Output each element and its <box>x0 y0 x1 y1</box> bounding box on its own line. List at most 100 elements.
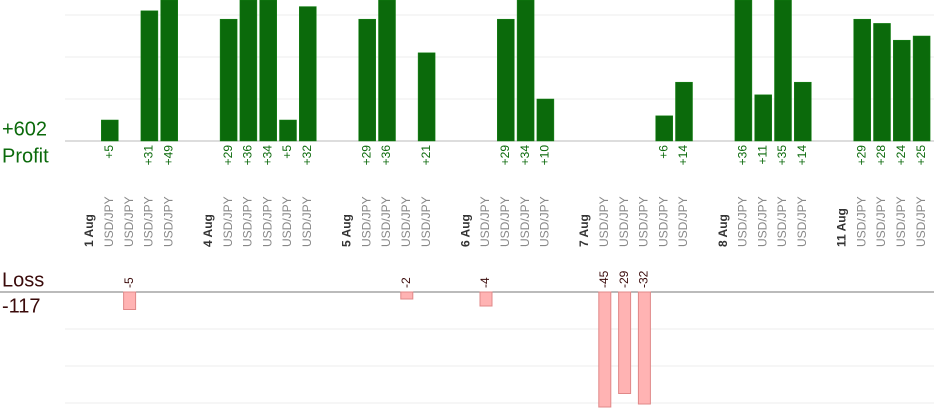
loss-bar <box>618 291 632 394</box>
profit-value-label: +11 <box>755 145 769 165</box>
profit-bar <box>675 81 693 142</box>
profit-bar <box>536 98 555 142</box>
x-tick-label: USD/JPY <box>597 196 611 247</box>
x-tick-label: USD/JPY <box>300 196 314 247</box>
x-tick-label: USD/JPY <box>854 196 868 247</box>
profit-value-label: +32 <box>300 145 314 166</box>
profit-bar <box>219 18 238 142</box>
profit-bar <box>754 94 772 142</box>
x-tick-label: USD/JPY <box>538 196 552 247</box>
profit-bar <box>259 0 277 142</box>
profit-value-label: +25 <box>914 145 928 166</box>
loss-total: -117 <box>2 295 41 317</box>
profit-value-label: +36 <box>241 145 255 166</box>
profit-bar <box>140 10 159 142</box>
profit-value-label: +36 <box>736 145 750 166</box>
profit-bar <box>893 39 911 142</box>
profit-value-label: +21 <box>419 145 433 166</box>
profit-value-label: +5 <box>102 145 116 159</box>
profit-bar <box>734 0 753 142</box>
profit-value-label: +31 <box>142 145 156 166</box>
profit-value-label: +35 <box>775 145 789 166</box>
x-tick-label: USD/JPY <box>676 196 690 247</box>
x-tick-label: USD/JPY <box>241 196 255 247</box>
profit-bar <box>299 6 317 142</box>
x-tick-label: USD/JPY <box>894 196 908 247</box>
profit-bar <box>239 0 258 142</box>
x-tick-label: 8 Aug <box>716 214 730 247</box>
x-tick-label: USD/JPY <box>102 196 116 247</box>
x-tick-label: USD/JPY <box>637 196 651 247</box>
x-tick-label: USD/JPY <box>736 196 750 247</box>
x-tick-label: USD/JPY <box>142 196 156 247</box>
loss-value-label: -45 <box>597 270 611 288</box>
x-tick-label: 4 Aug <box>201 214 215 247</box>
x-tick-label: 7 Aug <box>577 214 591 247</box>
loss-bar <box>598 291 612 408</box>
x-tick-label: USD/JPY <box>260 196 274 247</box>
x-tick-label: USD/JPY <box>221 196 235 247</box>
profit-bar <box>378 0 396 142</box>
profit-bar <box>794 81 812 142</box>
x-tick-label: USD/JPY <box>617 196 631 247</box>
x-tick-label: USD/JPY <box>399 196 413 247</box>
x-tick-label: USD/JPY <box>755 196 769 247</box>
profit-value-label: +5 <box>280 145 294 159</box>
profit-value-label: +49 <box>161 145 175 166</box>
x-tick-label: USD/JPY <box>280 196 294 247</box>
x-tick-label: 5 Aug <box>340 214 354 247</box>
profit-value-label: +29 <box>498 145 512 166</box>
profit-bar <box>497 18 515 142</box>
profit-value-label: +28 <box>874 145 888 166</box>
x-tick-label: USD/JPY <box>419 196 433 247</box>
x-tick-label: USD/JPY <box>478 196 492 247</box>
loss-bar <box>400 291 414 300</box>
x-tick-label: USD/JPY <box>874 196 888 247</box>
x-tick-label: USD/JPY <box>914 196 928 247</box>
x-tick-label: USD/JPY <box>775 196 789 247</box>
x-tick-label: 1 Aug <box>82 214 96 247</box>
profit-value-label: +6 <box>656 145 670 159</box>
profit-bar <box>912 35 931 142</box>
profit-value-label: +29 <box>854 145 868 166</box>
x-tick-label: 11 Aug <box>835 208 849 247</box>
x-tick-label: USD/JPY <box>518 196 532 247</box>
profit-label: Profit <box>2 145 49 167</box>
loss-value-label: -5 <box>122 277 136 288</box>
profit-value-label: +34 <box>260 145 274 166</box>
profit-bar <box>853 18 871 142</box>
profit-bar <box>873 23 891 142</box>
x-tick-label: USD/JPY <box>161 196 175 247</box>
profit-value-label: +10 <box>538 145 552 166</box>
profit-value-label: +29 <box>359 145 373 166</box>
x-tick-label: USD/JPY <box>359 196 373 247</box>
profit-value-label: +24 <box>894 145 908 166</box>
profit-value-label: +14 <box>676 145 690 166</box>
profit-bar <box>774 0 792 142</box>
profit-bar <box>417 52 436 142</box>
x-tick-label: 6 Aug <box>458 214 472 247</box>
profit-total: +602 <box>2 118 47 140</box>
loss-bar <box>123 291 137 310</box>
profit-bar <box>358 18 376 142</box>
loss-label: Loss <box>2 269 44 291</box>
profit-bar <box>516 0 535 142</box>
loss-value-label: -29 <box>617 270 631 288</box>
profit-bar <box>655 115 673 142</box>
profit-value-label: +34 <box>518 145 532 166</box>
x-tick-label: USD/JPY <box>498 196 512 247</box>
loss-bar <box>637 291 651 405</box>
x-tick-label: USD/JPY <box>656 196 670 247</box>
x-tick-label: USD/JPY <box>795 196 809 247</box>
loss-value-label: -32 <box>637 270 651 288</box>
loss-value-label: -4 <box>478 277 492 288</box>
x-tick-label: USD/JPY <box>379 196 393 247</box>
profit-bar <box>101 119 119 142</box>
x-tick-label: USD/JPY <box>122 196 136 247</box>
loss-bar <box>479 291 493 307</box>
profit-bar <box>160 0 178 142</box>
profit-value-label: +36 <box>379 145 393 166</box>
profit-value-label: +14 <box>795 145 809 166</box>
loss-value-label: -2 <box>399 277 413 288</box>
